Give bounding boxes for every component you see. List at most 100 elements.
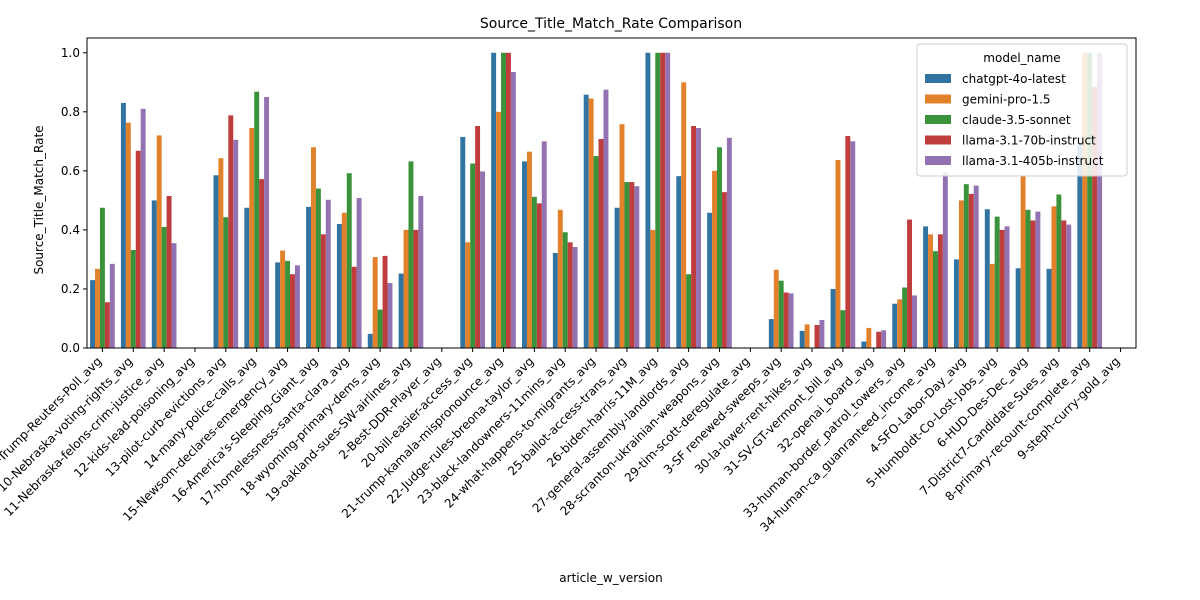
bar-chatgpt-4o-latest-22 [768, 319, 774, 348]
bar-llama-3.1-70b-instruct-26 [907, 219, 913, 348]
bar-llama-3.1-70b-instruct-28 [968, 193, 974, 348]
bar-chatgpt-4o-latest-25 [861, 341, 867, 348]
bar-chatgpt-4o-latest-18 [645, 52, 651, 348]
bar-llama-3.1-70b-instruct-4 [228, 115, 234, 348]
bar-gemini-pro-1.5-1 [125, 122, 131, 348]
bar-llama-3.1-70b-instruct-13 [505, 52, 511, 348]
bar-chatgpt-4o-latest-12 [460, 136, 466, 348]
bar-llama-3.1-70b-instruct-23 [814, 324, 820, 348]
bar-chatgpt-4o-latest-20 [707, 212, 713, 348]
y-axis-title: Source_Title_Match_Rate [32, 125, 46, 274]
x-axis: 1-Harris-Trump-Reuters-Poll_avg10-Nebras… [0, 348, 1123, 534]
bar-llama-3.1-405b-instruct-0 [109, 263, 115, 348]
bar-claude-3.5-sonnet-28 [963, 184, 969, 348]
bar-llama-3.1-405b-instruct-31 [1066, 224, 1072, 348]
bar-llama-3.1-70b-instruct-9 [382, 255, 388, 348]
legend: model_name chatgpt-4o-latest gemini-pro-1… [916, 43, 1128, 177]
bar-gemini-pro-1.5-29 [989, 263, 995, 348]
legend-items: chatgpt-4o-latest gemini-pro-1.5 claude-3.… [925, 72, 1104, 168]
bar-llama-3.1-405b-instruct-14 [541, 141, 547, 348]
bar-claude-3.5-sonnet-22 [778, 280, 784, 348]
bar-claude-3.5-sonnet-6 [285, 260, 291, 348]
bar-claude-3.5-sonnet-13 [501, 52, 506, 348]
bar-llama-3.1-70b-instruct-24 [845, 136, 851, 348]
bar-chatgpt-4o-latest-0 [90, 280, 96, 348]
bar-claude-3.5-sonnet-32 [1087, 52, 1093, 348]
bar-llama-3.1-70b-instruct-6 [290, 274, 295, 348]
bar-chatgpt-4o-latest-32 [1077, 142, 1083, 348]
bar-llama-3.1-405b-instruct-24 [850, 141, 856, 348]
bar-gemini-pro-1.5-23 [804, 324, 810, 348]
bar-llama-3.1-70b-instruct-8 [351, 266, 357, 348]
bar-llama-3.1-70b-instruct-19 [691, 125, 697, 348]
bar-llama-3.1-70b-instruct-14 [536, 203, 542, 348]
bar-gemini-pro-1.5-27 [928, 234, 933, 348]
bar-chatgpt-4o-latest-23 [799, 330, 805, 348]
bar-claude-3.5-sonnet-12 [470, 163, 476, 348]
bar-llama-3.1-405b-instruct-18 [665, 52, 671, 348]
bar-chatgpt-4o-latest-4 [213, 175, 219, 348]
bar-gemini-pro-1.5-30 [1020, 176, 1026, 348]
bar-gemini-pro-1.5-10 [403, 229, 409, 348]
bar-claude-3.5-sonnet-31 [1056, 194, 1062, 348]
bar-chatgpt-4o-latest-7 [306, 206, 311, 348]
bar-llama-3.1-405b-instruct-12 [480, 171, 486, 348]
bars-layer [90, 52, 1103, 349]
bar-claude-3.5-sonnet-16 [593, 156, 599, 348]
bar-llama-3.1-405b-instruct-5 [264, 97, 270, 348]
bar-chatgpt-4o-latest-24 [830, 288, 836, 348]
bar-gemini-pro-1.5-14 [526, 151, 532, 348]
bar-llama-3.1-70b-instruct-29 [999, 229, 1005, 348]
bar-gemini-pro-1.5-26 [897, 299, 903, 348]
bar-llama-3.1-405b-instruct-26 [912, 295, 917, 348]
bar-gemini-pro-1.5-18 [650, 229, 656, 348]
bar-llama-3.1-405b-instruct-16 [603, 89, 609, 349]
bar-llama-3.1-70b-instruct-17 [629, 182, 635, 348]
bar-gemini-pro-1.5-8 [341, 212, 347, 348]
bar-gemini-pro-1.5-24 [835, 159, 841, 348]
bar-chatgpt-4o-latest-10 [398, 273, 404, 348]
bar-chatgpt-4o-latest-31 [1046, 268, 1052, 348]
bar-llama-3.1-70b-instruct-1 [135, 150, 141, 348]
bar-chatgpt-4o-latest-29 [984, 209, 990, 348]
bar-chatgpt-4o-latest-17 [614, 207, 620, 348]
chart-title: Source_Title_Match_Rate Comparison [480, 16, 742, 32]
bar-chatgpt-4o-latest-26 [892, 303, 898, 348]
legend-swatch [925, 94, 951, 104]
legend-label: llama-3.1-70b-instruct [962, 134, 1096, 148]
bar-llama-3.1-70b-instruct-7 [320, 234, 326, 348]
y-tick-label: 1.0 [61, 46, 80, 60]
bar-chatgpt-4o-latest-5 [244, 207, 250, 348]
y-tick-label: 0.6 [61, 164, 80, 178]
bar-gemini-pro-1.5-6 [280, 250, 286, 348]
y-tick-label: 0.4 [61, 223, 80, 237]
bar-llama-3.1-70b-instruct-18 [660, 52, 666, 348]
bar-claude-3.5-sonnet-27 [932, 251, 938, 348]
bar-claude-3.5-sonnet-10 [408, 161, 414, 348]
bar-claude-3.5-sonnet-9 [377, 309, 383, 348]
bar-chatgpt-4o-latest-27 [923, 226, 929, 348]
bar-claude-3.5-sonnet-4 [223, 217, 229, 348]
bar-chatgpt-4o-latest-1 [120, 102, 126, 348]
bar-claude-3.5-sonnet-0 [99, 207, 105, 348]
legend-swatch [925, 74, 951, 83]
bar-gemini-pro-1.5-31 [1051, 206, 1057, 348]
bar-chatgpt-4o-latest-13 [491, 52, 497, 348]
bar-chatgpt-4o-latest-6 [275, 262, 281, 348]
bar-gemini-pro-1.5-22 [773, 269, 779, 348]
bar-llama-3.1-70b-instruct-2 [166, 195, 172, 348]
bar-chatgpt-4o-latest-9 [367, 333, 373, 348]
bar-claude-3.5-sonnet-26 [902, 287, 908, 348]
bar-chatgpt-4o-latest-28 [953, 259, 959, 348]
bar-gemini-pro-1.5-25 [866, 327, 872, 348]
bar-llama-3.1-70b-instruct-20 [721, 192, 727, 348]
x-axis-title: article_w_version [559, 571, 662, 585]
bar-llama-3.1-405b-instruct-15 [572, 247, 578, 348]
legend-swatch [925, 135, 951, 145]
bar-llama-3.1-70b-instruct-27 [937, 234, 943, 348]
legend-title: model_name [983, 51, 1060, 65]
bar-llama-3.1-405b-instruct-1 [140, 108, 146, 348]
y-axis: 0.0 0.2 0.4 0.6 0.8 1.0 [61, 46, 87, 355]
bar-claude-3.5-sonnet-19 [686, 274, 692, 348]
